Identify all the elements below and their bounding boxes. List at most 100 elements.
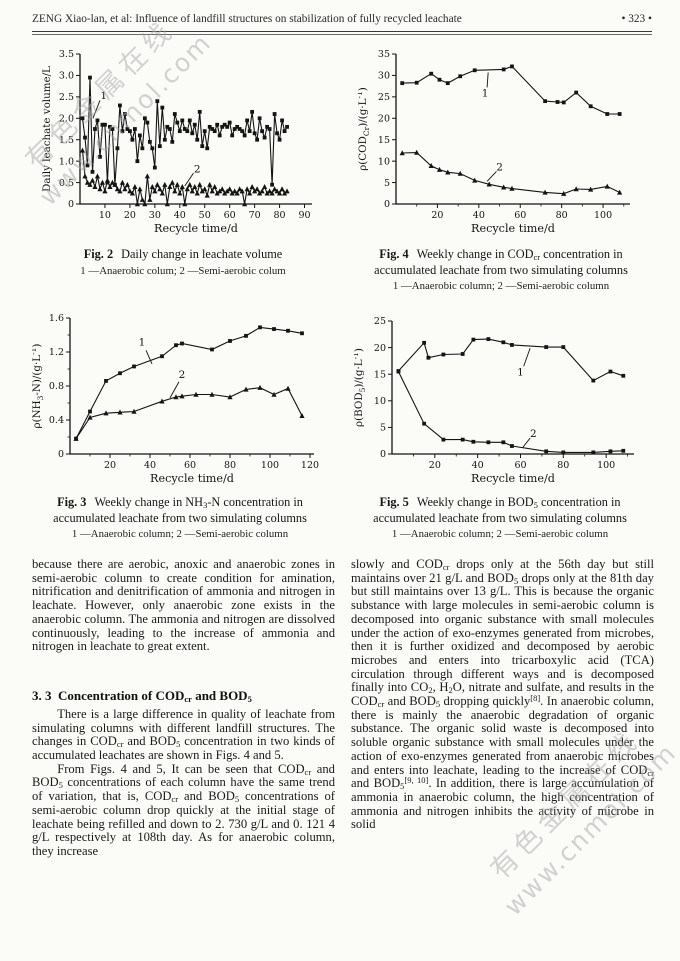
svg-text:Recycle time/d: Recycle time/d [471, 222, 555, 235]
svg-text:0.8: 0.8 [49, 381, 64, 392]
paragraph: slowly and CODcr drops only at the 56th … [351, 557, 654, 832]
svg-text:25: 25 [374, 316, 386, 327]
svg-text:1.0: 1.0 [59, 156, 74, 167]
figure-2-caption: Fig. 2 Daily change in leachate volume [32, 247, 334, 263]
svg-text:2: 2 [179, 369, 186, 381]
text-column-right: slowly and CODcr drops only at the 56th … [351, 557, 654, 832]
svg-text:ρ(NH3-N)/(g·L-1): ρ(NH3-N)/(g·L-1) [32, 344, 45, 429]
figure-2-legend: 1 —Anaerobic colum; 2 —Semi-aerobic colu… [80, 264, 286, 277]
svg-text:3.0: 3.0 [59, 71, 74, 82]
svg-text:1: 1 [100, 90, 107, 102]
running-title: ZENG Xiao-lan, et al: Influence of landf… [32, 13, 462, 25]
svg-text:120: 120 [301, 460, 319, 471]
figure-4-number: Fig. 4 [379, 247, 409, 261]
svg-text:0: 0 [68, 199, 74, 210]
svg-text:5: 5 [384, 178, 390, 189]
svg-text:1: 1 [517, 367, 524, 379]
svg-text:0: 0 [58, 449, 64, 460]
svg-text:15: 15 [374, 369, 386, 380]
svg-text:1.5: 1.5 [59, 135, 74, 146]
paragraph: because there are aerobic, anoxic and an… [32, 557, 335, 654]
svg-text:1.6: 1.6 [49, 313, 64, 324]
figure-3-number: Fig. 3 [57, 495, 87, 509]
svg-text:0: 0 [380, 449, 386, 460]
svg-text:40: 40 [144, 460, 156, 471]
svg-text:1: 1 [139, 337, 146, 349]
paragraph: From Figs. 4 and 5, It can be seen that … [32, 761, 335, 858]
svg-text:Recycle time/d: Recycle time/d [471, 472, 555, 485]
svg-text:Recycle time/d: Recycle time/d [154, 222, 238, 235]
svg-text:20: 20 [378, 113, 390, 124]
svg-text:2: 2 [496, 162, 503, 174]
svg-text:2: 2 [530, 428, 537, 440]
svg-text:35: 35 [378, 49, 390, 60]
svg-text:2.5: 2.5 [59, 92, 74, 103]
header-rule-thick [32, 31, 652, 32]
svg-text:ρ(BOD5)/(g·L-1): ρ(BOD5)/(g·L-1) [354, 348, 367, 427]
paragraph: There is a large difference in quality o… [32, 706, 335, 763]
svg-text:40: 40 [472, 460, 484, 471]
svg-text:80: 80 [224, 460, 236, 471]
svg-text:50: 50 [199, 210, 211, 221]
svg-text:100: 100 [597, 460, 615, 471]
svg-text:20: 20 [124, 210, 136, 221]
figure-3-title: Weekly change in NH3-N concentration in … [53, 495, 307, 525]
svg-text:40: 40 [473, 210, 485, 221]
svg-text:60: 60 [224, 210, 236, 221]
svg-text:1: 1 [482, 87, 489, 99]
svg-text:20: 20 [431, 210, 443, 221]
figure-2-plot: 10 20 30 40 50 60 70 80 90 0 0.5 1.0 1.5 2.0 2.5 3.0 3.5… [42, 49, 312, 235]
figure-5-legend: 1 —Anaerobic column; 2 —Semi-aerobic col… [391, 528, 609, 540]
svg-text:25: 25 [378, 92, 390, 103]
svg-text:10: 10 [99, 210, 111, 221]
svg-text:70: 70 [249, 210, 261, 221]
svg-text:0: 0 [384, 199, 390, 210]
svg-text:60: 60 [184, 460, 196, 471]
figure-2-number: Fig. 2 [83, 247, 114, 261]
svg-text:2: 2 [194, 164, 201, 176]
section-heading: 3. 3 Concentration of CODcr and BOD5 [32, 687, 252, 704]
svg-text:30: 30 [378, 71, 390, 82]
text-column-left: because there are aerobic, anoxic and an… [32, 557, 335, 859]
svg-text:30: 30 [149, 210, 161, 221]
svg-text:Daily leachate volume/L: Daily leachate volume/L [42, 66, 53, 192]
figure-4-plot: 20 40 60 80 100 0 5 10 15 20 25 30 35 Recycle time/d ρ… [358, 49, 630, 235]
figure-4-block: 20 40 60 80 100 0 5 10 15 20 25 30 35 Recycle time/d ρ… [350, 44, 652, 292]
svg-text:90: 90 [298, 210, 310, 221]
svg-text:100: 100 [261, 460, 279, 471]
svg-text:60: 60 [514, 460, 526, 471]
svg-text:2.0: 2.0 [59, 113, 74, 124]
svg-text:40: 40 [174, 210, 186, 221]
figure-5-block: 20 40 60 80 100 0 5 10 15 20 25 Recycle time/d ρ(BOD… [348, 311, 652, 540]
figure-5-plot: 20 40 60 80 100 0 5 10 15 20 25 Recycle time/d ρ(BOD… [354, 316, 634, 485]
header-rule-thin [32, 34, 652, 35]
svg-text:ρ(CODCr)/(g·L-1): ρ(CODCr)/(g·L-1) [358, 87, 371, 171]
svg-text:0.4: 0.4 [49, 415, 64, 426]
figure-3-block: 20 40 60 80 100 120 0 0.4 0.8 1.2 1.6 Recycle time/… [26, 308, 334, 540]
page-number: • 323 • [621, 13, 652, 25]
figure-4-caption: Fig. 4 Weekly change in CODcr concentrati… [350, 247, 652, 278]
figure-4-title: Weekly change in CODcr concentration in … [374, 247, 628, 277]
svg-text:10: 10 [374, 396, 386, 407]
figure-3-legend: 1 —Anaerobic column; 2 —Semi-aerobic col… [71, 528, 289, 540]
figure-3-caption: Fig. 3 Weekly change in NH3-N concentrati… [26, 495, 334, 526]
svg-text:5: 5 [380, 423, 386, 434]
svg-text:20: 20 [429, 460, 441, 471]
figure-5-number: Fig. 5 [379, 495, 409, 509]
svg-text:20: 20 [374, 343, 386, 354]
svg-text:0.5: 0.5 [59, 178, 74, 189]
svg-text:3.5: 3.5 [59, 49, 74, 60]
svg-text:80: 80 [274, 210, 286, 221]
svg-text:80: 80 [556, 210, 568, 221]
svg-text:10: 10 [378, 156, 390, 167]
svg-text:80: 80 [557, 460, 569, 471]
figure-4-legend: 1 —Anaerobic column; 2 —Semi-aerobic col… [392, 280, 610, 292]
figure-2-title: Daily change in leachate volume [121, 247, 283, 261]
svg-text:Recycle time/d: Recycle time/d [150, 472, 234, 485]
page-header: ZENG Xiao-lan, et al: Influence of landf… [32, 13, 652, 25]
figure-5-title: Weekly change in BOD5 concentration in a… [373, 495, 627, 525]
svg-text:15: 15 [378, 135, 390, 146]
figure-3-plot: 20 40 60 80 100 120 0 0.4 0.8 1.2 1.6 Recycle time/… [32, 313, 319, 485]
figure-5-caption: Fig. 5 Weekly change in BOD5 concentratio… [348, 495, 652, 526]
